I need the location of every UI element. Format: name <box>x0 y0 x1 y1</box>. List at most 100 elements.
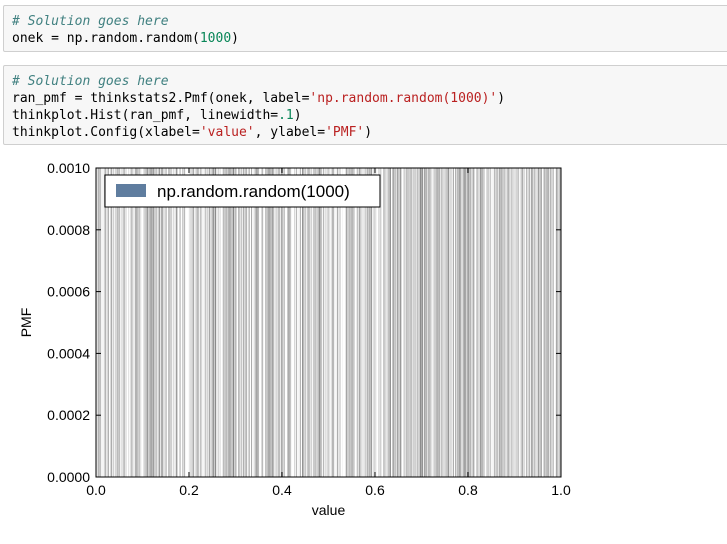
pmf-chart: 0.0 0.2 0.4 0.6 0.8 1.0 0.0000 0.0002 0.0004 0.00… <box>18 160 571 518</box>
pmf-bar <box>440 168 442 477</box>
pmf-bar <box>275 168 276 477</box>
pmf-bar <box>240 168 241 477</box>
code-cell-1[interactable]: # Solution goes here onek = np.random.ran… <box>3 5 727 52</box>
pmf-bar <box>337 168 338 477</box>
pmf-bar <box>407 168 408 477</box>
pmf-bar <box>532 168 534 477</box>
pmf-bar <box>420 168 421 477</box>
pmf-bar <box>438 168 440 477</box>
pmf-bar <box>472 168 474 477</box>
pmf-bar <box>147 168 149 477</box>
code-token: 'PMF' <box>325 125 365 140</box>
pmf-bar <box>281 168 283 477</box>
pmf-bar <box>508 168 509 477</box>
pmf-bar <box>328 168 330 477</box>
pmf-bar <box>544 168 546 477</box>
code-line[interactable]: ran_pmf = thinkstats2.Pmf(onek, label='n… <box>12 90 724 107</box>
pmf-bar <box>470 168 471 477</box>
pmf-bar <box>409 168 410 477</box>
pmf-bar <box>369 168 370 477</box>
pmf-bar <box>163 168 165 477</box>
pmf-bar <box>347 168 348 477</box>
pmf-bar <box>359 168 361 477</box>
x-tick-label: 0.4 <box>272 482 292 498</box>
pmf-bar <box>422 168 424 477</box>
pmf-bar <box>160 168 162 477</box>
pmf-bar <box>155 168 156 477</box>
pmf-bar <box>273 168 275 477</box>
pmf-bar <box>243 168 245 477</box>
pmf-bar <box>371 168 372 477</box>
pmf-bar <box>262 168 264 477</box>
pmf-bar <box>254 168 255 477</box>
pmf-bar <box>393 168 394 477</box>
pmf-bar <box>396 168 398 477</box>
pmf-bar <box>153 168 155 477</box>
pmf-bar <box>235 168 237 477</box>
y-tick-label: 0.0006 <box>47 284 90 300</box>
pmf-bar <box>215 168 216 477</box>
pmf-bar <box>179 168 181 477</box>
pmf-bar <box>232 168 234 477</box>
pmf-bar <box>411 168 413 477</box>
pmf-bar <box>559 168 560 477</box>
code-token: .1 <box>278 108 294 123</box>
pmf-bar <box>255 168 257 477</box>
code-token: thinkplot.Hist(ran_pmf, linewidth= <box>12 108 279 123</box>
y-tick-label: 0.0000 <box>47 469 90 485</box>
pmf-bar <box>393 168 395 477</box>
pmf-bar <box>433 168 435 477</box>
code-line[interactable]: thinkplot.Hist(ran_pmf, linewidth=.1) <box>12 107 724 124</box>
pmf-bar <box>552 168 554 477</box>
pmf-bar <box>155 168 156 477</box>
pmf-bar <box>314 168 316 477</box>
pmf-bar <box>367 168 368 477</box>
pmf-bar <box>470 168 471 477</box>
pmf-bar <box>419 168 420 477</box>
code-line[interactable]: onek = np.random.random(1000) <box>12 30 724 47</box>
pmf-bar <box>284 168 285 477</box>
pmf-bar <box>149 168 151 477</box>
pmf-bar <box>281 168 283 477</box>
pmf-bar <box>400 168 401 477</box>
pmf-bar <box>207 168 208 477</box>
pmf-bar <box>547 168 549 477</box>
pmf-bar <box>511 168 513 477</box>
pmf-bar <box>389 168 391 477</box>
pmf-bar <box>446 168 448 477</box>
pmf-bars <box>96 168 561 477</box>
pmf-bar <box>265 168 267 477</box>
pmf-bar <box>410 168 412 477</box>
pmf-bar <box>473 168 474 477</box>
pmf-bar <box>456 168 458 477</box>
pmf-bar <box>532 168 533 477</box>
pmf-bar <box>383 168 385 477</box>
pmf-bar <box>158 168 159 477</box>
pmf-bar <box>168 168 169 477</box>
pmf-bar <box>162 168 164 477</box>
plot-frame <box>95 167 562 478</box>
pmf-bar <box>421 168 423 477</box>
pmf-bar <box>238 168 240 477</box>
pmf-bar <box>537 168 539 477</box>
pmf-bar <box>225 168 227 477</box>
code-line[interactable]: # Solution goes here <box>12 13 724 30</box>
code-cell-2[interactable]: # Solution goes here ran_pmf = thinkstats… <box>3 65 727 145</box>
pmf-bar <box>393 168 394 477</box>
pmf-bar <box>339 168 341 477</box>
pmf-bar <box>508 168 509 477</box>
code-line[interactable]: # Solution goes here <box>12 73 724 90</box>
pmf-bar <box>453 168 454 477</box>
pmf-bar <box>333 168 334 477</box>
code-line[interactable]: thinkplot.Config(xlabel='value', ylabel=… <box>12 124 724 141</box>
pmf-bar <box>462 168 464 477</box>
pmf-bar <box>131 168 133 477</box>
pmf-bar <box>112 168 114 477</box>
pmf-bar <box>455 168 456 477</box>
pmf-bar <box>429 168 430 477</box>
pmf-bar <box>547 168 549 477</box>
pmf-bar <box>551 168 552 477</box>
pmf-bar <box>420 168 422 477</box>
pmf-bar <box>329 168 331 477</box>
pmf-bar <box>151 168 153 477</box>
